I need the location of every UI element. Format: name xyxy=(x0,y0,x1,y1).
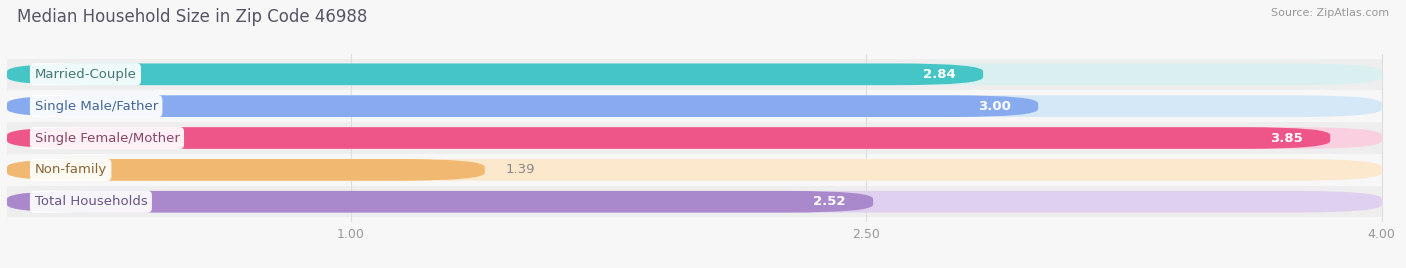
FancyBboxPatch shape xyxy=(7,95,1382,117)
FancyBboxPatch shape xyxy=(7,127,1382,149)
Text: 2.84: 2.84 xyxy=(922,68,956,81)
FancyBboxPatch shape xyxy=(7,159,485,181)
FancyBboxPatch shape xyxy=(7,127,1330,149)
FancyBboxPatch shape xyxy=(7,64,983,85)
Text: Single Male/Father: Single Male/Father xyxy=(35,100,157,113)
Text: Total Households: Total Households xyxy=(35,195,148,208)
Text: Non-family: Non-family xyxy=(35,163,107,176)
Text: Married-Couple: Married-Couple xyxy=(35,68,136,81)
FancyBboxPatch shape xyxy=(7,64,1382,85)
Text: Single Female/Mother: Single Female/Mother xyxy=(35,132,180,144)
FancyBboxPatch shape xyxy=(7,159,1382,181)
Text: 3.85: 3.85 xyxy=(1270,132,1303,144)
FancyBboxPatch shape xyxy=(7,191,873,213)
FancyBboxPatch shape xyxy=(7,154,1382,185)
Text: 2.52: 2.52 xyxy=(813,195,845,208)
FancyBboxPatch shape xyxy=(7,191,1382,213)
Text: 3.00: 3.00 xyxy=(977,100,1011,113)
FancyBboxPatch shape xyxy=(7,95,1038,117)
FancyBboxPatch shape xyxy=(7,186,1382,217)
Text: Source: ZipAtlas.com: Source: ZipAtlas.com xyxy=(1271,8,1389,18)
Text: 1.39: 1.39 xyxy=(505,163,534,176)
FancyBboxPatch shape xyxy=(7,91,1382,122)
Text: Median Household Size in Zip Code 46988: Median Household Size in Zip Code 46988 xyxy=(17,8,367,26)
FancyBboxPatch shape xyxy=(7,59,1382,90)
FancyBboxPatch shape xyxy=(7,122,1382,154)
